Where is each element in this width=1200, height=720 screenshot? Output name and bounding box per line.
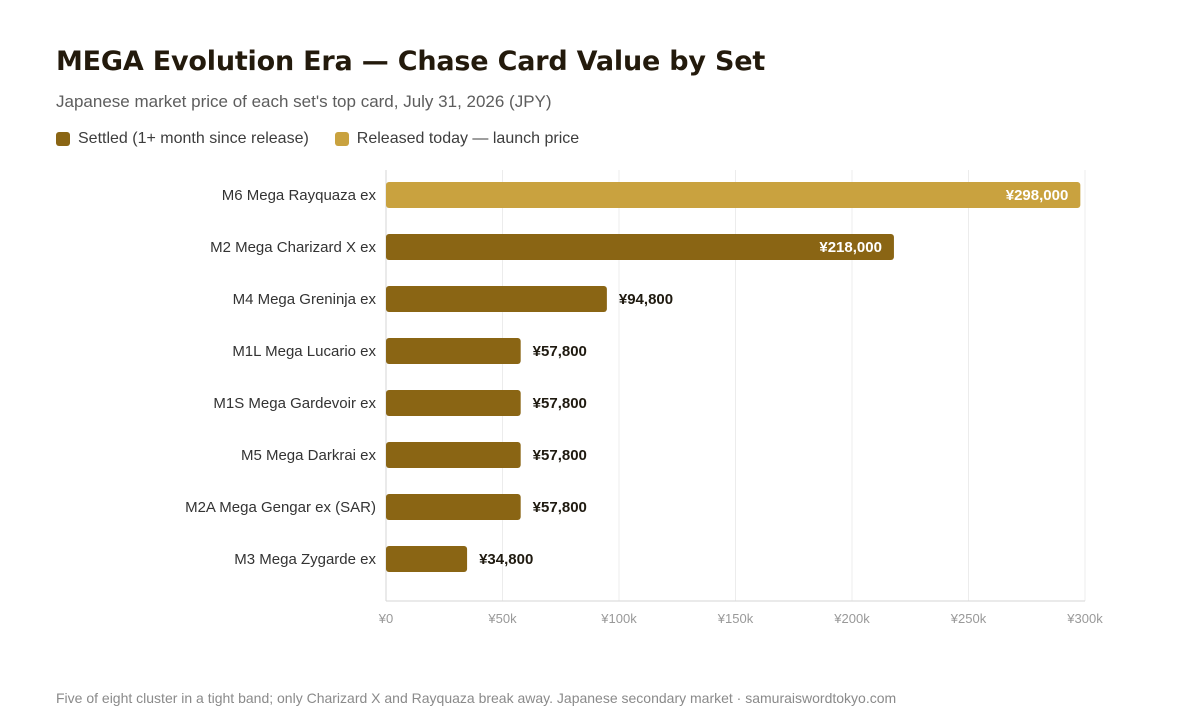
bar [386, 234, 894, 260]
legend-label-launch: Released today — launch price [356, 130, 580, 147]
x-tick-label: ¥300k [1066, 611, 1103, 626]
bar-value-label: ¥94,800 [619, 291, 673, 308]
legend-swatch-launch [334, 132, 349, 146]
x-tick-label: ¥200k [833, 611, 870, 626]
category-label: M3 Mega Zygarde ex [234, 551, 376, 568]
category-label: M2 Mega Charizard X ex [210, 239, 376, 256]
legend-item-launch: Released today — launch price [334, 130, 580, 148]
legend-swatch-settled [56, 132, 70, 146]
bar-value-label: ¥57,800 [533, 395, 587, 412]
chart-footer-note: Five of eight cluster in a tight band; o… [56, 690, 897, 706]
bar-value-label: ¥57,800 [533, 499, 587, 516]
chart-title: MEGA Evolution Era — Chase Card Value by… [56, 46, 766, 77]
x-tick-label: ¥50k [487, 611, 517, 626]
x-tick-label: ¥100k [600, 611, 637, 626]
legend: Settled (1+ month since release) Release… [56, 130, 579, 148]
category-label: M1S Mega Gardevoir ex [213, 395, 376, 412]
category-label: M1L Mega Lucario ex [232, 343, 376, 360]
bar-value-label: ¥34,800 [479, 551, 533, 568]
bar-value-label: ¥218,000 [819, 239, 882, 256]
bar [386, 390, 521, 416]
bar [386, 546, 468, 572]
bar [386, 442, 521, 468]
bar-value-label: ¥57,800 [533, 343, 587, 360]
legend-label-settled: Settled (1+ month since release) [78, 130, 309, 147]
category-label: M5 Mega Darkrai ex [241, 447, 377, 464]
category-label: M2A Mega Gengar ex (SAR) [185, 499, 376, 516]
bar [386, 338, 521, 364]
x-tick-label: ¥0 [378, 611, 393, 626]
bar [386, 286, 607, 312]
bar [386, 494, 521, 520]
chart-subtitle: Japanese market price of each set's top … [56, 92, 552, 111]
bar-value-label: ¥57,800 [533, 447, 587, 464]
x-tick-label: ¥250k [950, 611, 987, 626]
x-tick-label: ¥150k [717, 611, 754, 626]
category-label: M6 Mega Rayquaza ex [222, 187, 377, 204]
bar [386, 182, 1081, 208]
legend-item-settled: Settled (1+ month since release) [56, 130, 309, 148]
category-label: M4 Mega Greninja ex [233, 291, 377, 308]
bar-value-label: ¥298,000 [1006, 187, 1069, 204]
